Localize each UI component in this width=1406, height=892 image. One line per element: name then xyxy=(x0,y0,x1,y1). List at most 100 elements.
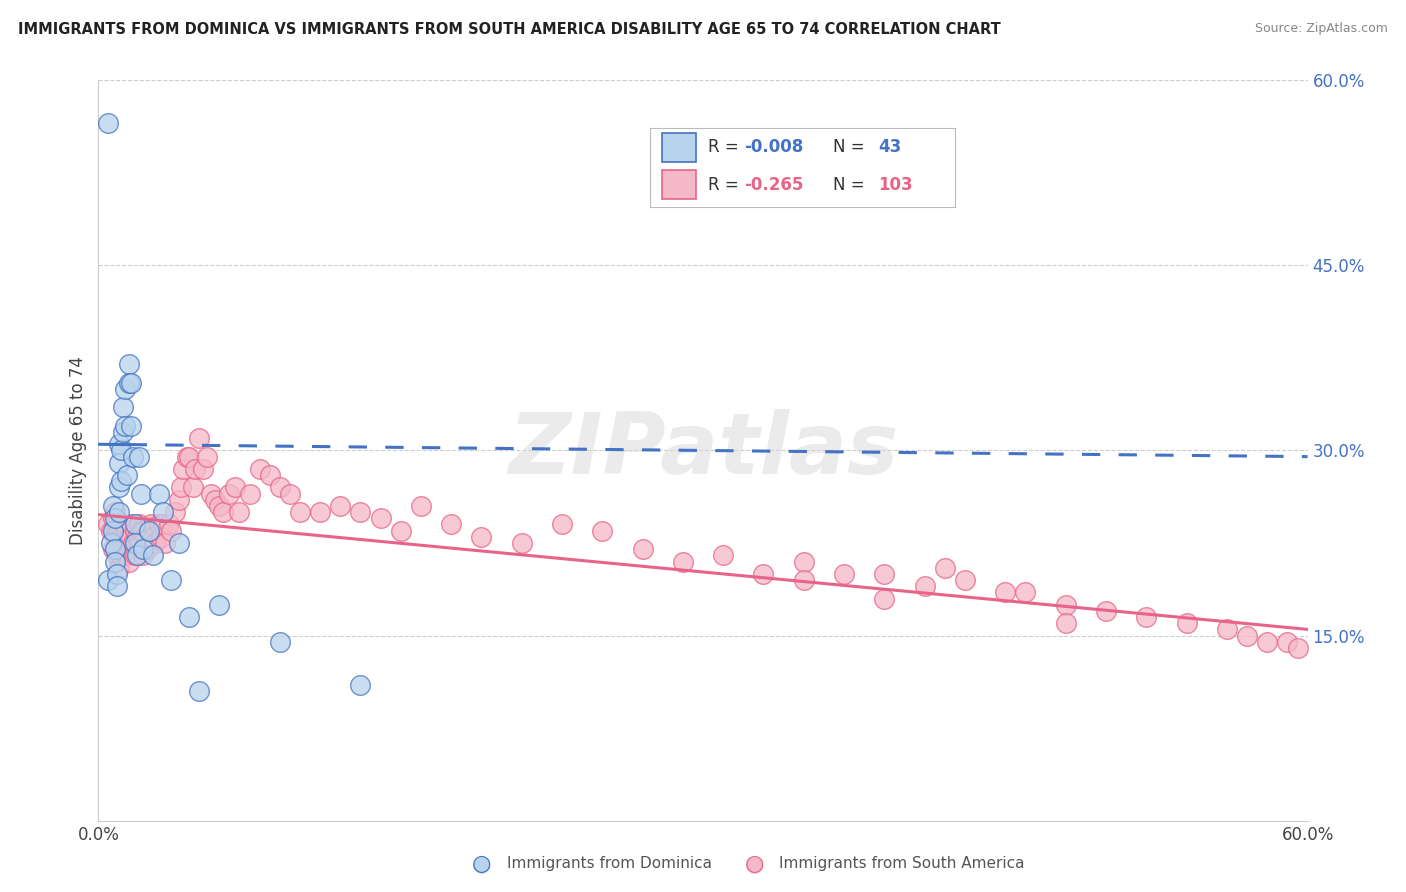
Point xyxy=(124,524,146,538)
Point xyxy=(224,480,246,494)
Point xyxy=(179,610,201,624)
Point xyxy=(105,579,128,593)
Point xyxy=(110,530,132,544)
Point xyxy=(934,560,956,574)
Point xyxy=(208,499,231,513)
Point xyxy=(120,418,142,433)
Point xyxy=(153,536,176,550)
Point xyxy=(111,401,134,415)
Point xyxy=(873,566,896,581)
Point xyxy=(115,468,138,483)
Point xyxy=(103,511,125,525)
Point xyxy=(107,524,129,538)
Point xyxy=(672,555,695,569)
Point xyxy=(111,425,134,439)
Text: -0.008: -0.008 xyxy=(744,138,804,156)
Point xyxy=(101,511,124,525)
Point xyxy=(124,549,146,563)
Text: IMMIGRANTS FROM DOMINICA VS IMMIGRANTS FROM SOUTH AMERICA DISABILITY AGE 65 TO 7: IMMIGRANTS FROM DOMINICA VS IMMIGRANTS F… xyxy=(18,22,1001,37)
Point xyxy=(120,542,142,557)
Point xyxy=(170,480,193,494)
Point xyxy=(228,505,250,519)
Point xyxy=(107,480,129,494)
Point xyxy=(125,530,148,544)
Point xyxy=(118,376,141,390)
Point xyxy=(135,542,157,557)
Point xyxy=(107,542,129,557)
Text: ZIPatlas: ZIPatlas xyxy=(508,409,898,492)
Point xyxy=(188,684,211,698)
Point xyxy=(1277,634,1299,648)
Point xyxy=(138,524,160,538)
Point xyxy=(105,566,128,581)
Point xyxy=(152,517,174,532)
FancyBboxPatch shape xyxy=(662,133,696,161)
Text: Immigrants from Dominica: Immigrants from Dominica xyxy=(508,856,711,871)
Point xyxy=(752,566,775,581)
Point xyxy=(128,517,150,532)
Point xyxy=(309,505,332,519)
Point xyxy=(101,542,124,557)
Point xyxy=(793,555,815,569)
Point xyxy=(103,530,125,544)
Point xyxy=(105,549,128,563)
Point xyxy=(97,517,120,532)
Point xyxy=(329,499,352,513)
Point xyxy=(118,555,141,569)
Point xyxy=(120,517,142,532)
Point xyxy=(114,418,136,433)
Point xyxy=(409,499,432,513)
Point xyxy=(711,549,734,563)
Point xyxy=(208,598,231,612)
Point xyxy=(832,566,855,581)
Text: Immigrants from South America: Immigrants from South America xyxy=(779,856,1025,871)
Point xyxy=(200,486,222,500)
Point xyxy=(139,517,162,532)
FancyBboxPatch shape xyxy=(662,170,696,199)
Point xyxy=(110,475,132,489)
Point xyxy=(176,450,198,464)
Point xyxy=(107,456,129,470)
Point xyxy=(115,524,138,538)
Point xyxy=(121,536,143,550)
Point xyxy=(114,549,136,563)
Text: ○: ○ xyxy=(472,855,491,874)
Point xyxy=(1175,616,1198,631)
Point xyxy=(124,536,146,550)
Text: 43: 43 xyxy=(879,138,901,156)
Text: Source: ZipAtlas.com: Source: ZipAtlas.com xyxy=(1254,22,1388,36)
Point xyxy=(124,517,146,532)
Text: 103: 103 xyxy=(879,176,914,194)
Point xyxy=(349,678,371,692)
Point xyxy=(179,450,201,464)
Point xyxy=(195,450,218,464)
Text: N =: N = xyxy=(832,138,865,156)
Text: R =: R = xyxy=(707,176,744,194)
Point xyxy=(125,549,148,563)
Text: R =: R = xyxy=(707,138,744,156)
Point xyxy=(218,486,240,500)
Point xyxy=(873,591,896,606)
Point xyxy=(278,486,301,500)
Point xyxy=(111,517,134,532)
Point xyxy=(1216,623,1239,637)
Point xyxy=(120,376,142,390)
Point xyxy=(97,116,120,130)
Point xyxy=(288,505,311,519)
Point xyxy=(142,530,165,544)
Point xyxy=(259,468,281,483)
Point xyxy=(1014,585,1036,599)
Point xyxy=(118,357,141,371)
Point xyxy=(152,505,174,519)
Point xyxy=(114,382,136,396)
Point xyxy=(100,524,122,538)
Point xyxy=(994,585,1017,599)
Point xyxy=(389,524,412,538)
Point xyxy=(107,505,129,519)
Point xyxy=(188,431,211,445)
Point xyxy=(128,536,150,550)
Y-axis label: Disability Age 65 to 74: Disability Age 65 to 74 xyxy=(69,356,87,545)
Text: -0.265: -0.265 xyxy=(744,176,804,194)
Point xyxy=(132,549,155,563)
Point xyxy=(134,530,156,544)
